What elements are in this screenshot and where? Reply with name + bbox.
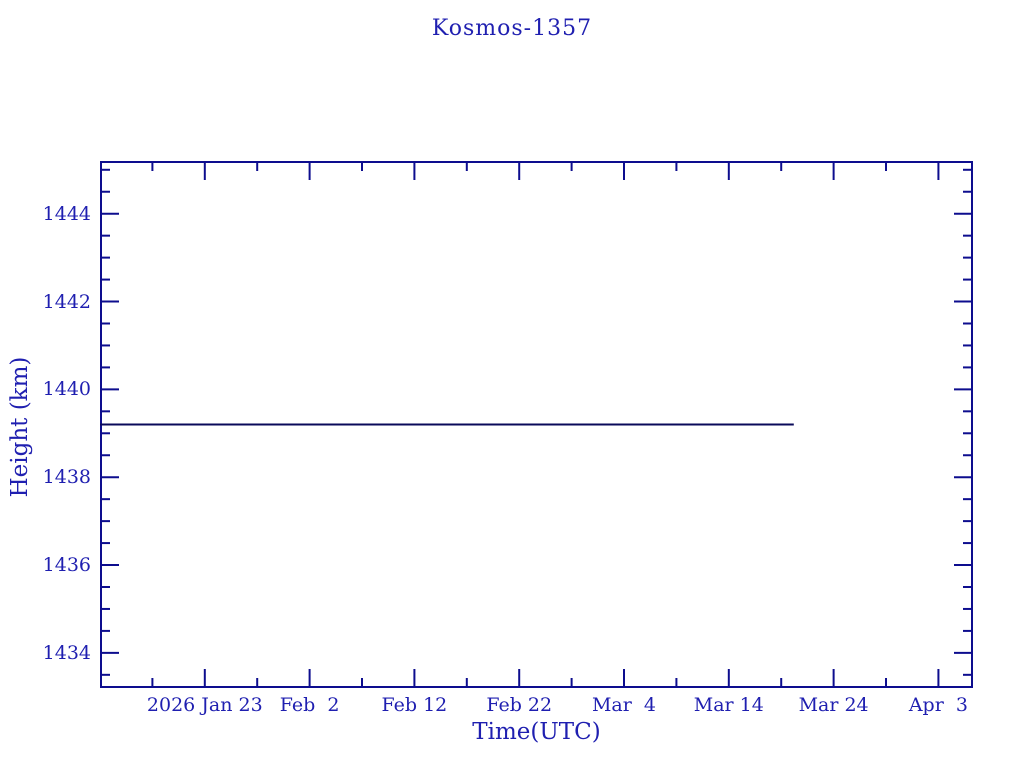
x-axis-label: Time(UTC)	[472, 719, 601, 745]
y-tick-label: 1434	[42, 641, 91, 664]
y-tick-label: 1438	[42, 466, 91, 489]
plot-area	[100, 161, 973, 688]
x-tick-label: Mar 24	[798, 694, 869, 716]
x-tick-label: Feb 22	[486, 694, 553, 716]
y-tick-label: 1440	[42, 378, 91, 401]
x-tick-label: 2026 Jan 23	[146, 694, 263, 716]
x-tick-label: Feb 12	[381, 694, 448, 716]
x-tick-label: Mar 4	[591, 694, 657, 716]
chart-title: Kosmos-1357	[431, 16, 593, 41]
x-tick-label: Feb 2	[279, 694, 340, 716]
x-tick-label: Apr 3	[908, 694, 968, 716]
y-tick-label: 1442	[42, 290, 91, 313]
y-tick-label: 1444	[42, 202, 91, 225]
y-axis-label: Height (km)	[7, 356, 33, 498]
y-tick-label: 1436	[42, 554, 91, 577]
x-tick-label: Mar 14	[693, 694, 764, 716]
